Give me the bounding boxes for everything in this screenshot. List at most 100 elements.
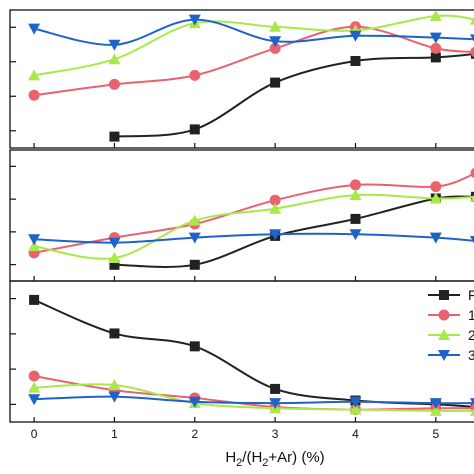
data-point-2	[349, 403, 362, 415]
data-point-2	[28, 381, 41, 393]
data-point-3	[269, 36, 282, 48]
data-point-3	[349, 30, 362, 42]
data-point-1	[108, 78, 120, 90]
data-point-P	[270, 77, 281, 88]
series-P	[109, 48, 474, 142]
series-line-P	[33, 298, 474, 408]
legend-marker	[438, 350, 450, 361]
series-2	[28, 189, 474, 263]
x-tick-label: 2	[191, 427, 198, 441]
data-point-P	[350, 56, 361, 66]
x-tick-label: 1	[111, 427, 118, 441]
data-point-2	[108, 252, 121, 263]
legend-marker	[438, 329, 450, 340]
x-tick-label: 0	[31, 427, 38, 441]
legend-item-P: F	[428, 287, 474, 303]
panel-frame	[9, 149, 474, 282]
data-point-P	[189, 124, 200, 135]
panel-2	[9, 149, 474, 282]
legend-item-1: 1	[428, 307, 474, 323]
panel-frame	[9, 9, 474, 149]
legend-marker	[438, 309, 450, 321]
series-3	[28, 391, 474, 410]
data-point-1	[28, 89, 40, 101]
series-line-P	[114, 52, 474, 138]
legend-label: 2	[468, 327, 474, 343]
data-point-1	[470, 167, 474, 179]
legend-label: 1	[468, 307, 474, 323]
data-point-3	[188, 14, 201, 26]
data-point-3	[28, 23, 41, 35]
legend-item-3: 3	[428, 347, 474, 363]
data-point-2	[188, 214, 201, 226]
data-point-3	[469, 236, 474, 244]
panel-frame	[9, 280, 474, 423]
data-point-2	[28, 240, 41, 252]
data-point-3	[108, 237, 121, 249]
data-point-2	[429, 192, 442, 204]
series-line-2	[33, 14, 474, 77]
series-line-3	[34, 395, 474, 405]
data-point-3	[349, 229, 362, 241]
data-point-P	[109, 328, 120, 339]
data-point-3	[429, 398, 442, 410]
x-tick-label: 3	[272, 427, 279, 441]
legend-item-2: 2	[428, 327, 474, 343]
data-point-3	[108, 39, 121, 51]
x-axis: 0 1 2 3 4 5	[31, 427, 440, 441]
legend-marker	[439, 290, 449, 300]
legend: F 1 2 3	[428, 287, 474, 363]
data-point-P	[109, 259, 120, 270]
series-line-1	[33, 375, 474, 411]
series-2	[28, 10, 474, 81]
data-point-1	[28, 370, 40, 382]
data-point-P	[189, 259, 200, 270]
panel-3	[9, 280, 474, 423]
chart-panels	[9, 9, 474, 423]
series-1	[28, 21, 474, 101]
series-line-P	[114, 195, 474, 268]
data-point-1	[430, 181, 442, 193]
data-point-P	[270, 383, 281, 394]
series-3	[28, 229, 474, 249]
data-point-2	[269, 202, 282, 214]
data-point-3	[28, 234, 41, 246]
data-point-3	[108, 391, 121, 403]
data-point-3	[469, 398, 474, 406]
data-point-3	[349, 396, 362, 408]
data-point-3	[188, 232, 201, 244]
data-point-3	[28, 394, 41, 406]
data-point-2	[349, 189, 362, 201]
data-point-3	[429, 232, 442, 244]
series-3	[28, 14, 474, 51]
series-line-3	[34, 232, 474, 244]
data-point-1	[269, 194, 281, 206]
data-point-3	[429, 32, 442, 44]
data-point-2	[429, 404, 442, 416]
data-point-2	[28, 69, 41, 81]
data-point-2	[108, 53, 121, 65]
series-line-3	[33, 18, 474, 46]
data-point-P	[350, 213, 361, 224]
x-tick-label: 4	[352, 427, 359, 441]
data-point-1	[349, 179, 361, 191]
x-axis-label: H2/(H2+Ar) (%)	[225, 449, 324, 469]
data-point-1	[430, 42, 442, 54]
data-point-2	[469, 408, 474, 416]
data-point-2	[269, 20, 282, 32]
data-point-3	[188, 396, 201, 408]
data-point-3	[269, 398, 282, 410]
data-point-3	[469, 34, 474, 42]
series-line-1	[33, 172, 474, 254]
data-point-2	[469, 194, 474, 202]
data-point-3	[269, 229, 282, 241]
data-point-P	[430, 52, 441, 63]
data-point-1	[269, 42, 281, 54]
legend-label: F	[468, 287, 474, 303]
panel-1	[9, 9, 474, 149]
data-point-2	[469, 17, 474, 25]
data-point-2	[429, 10, 442, 21]
data-point-2	[108, 379, 121, 391]
legend-label: 3	[468, 347, 474, 363]
